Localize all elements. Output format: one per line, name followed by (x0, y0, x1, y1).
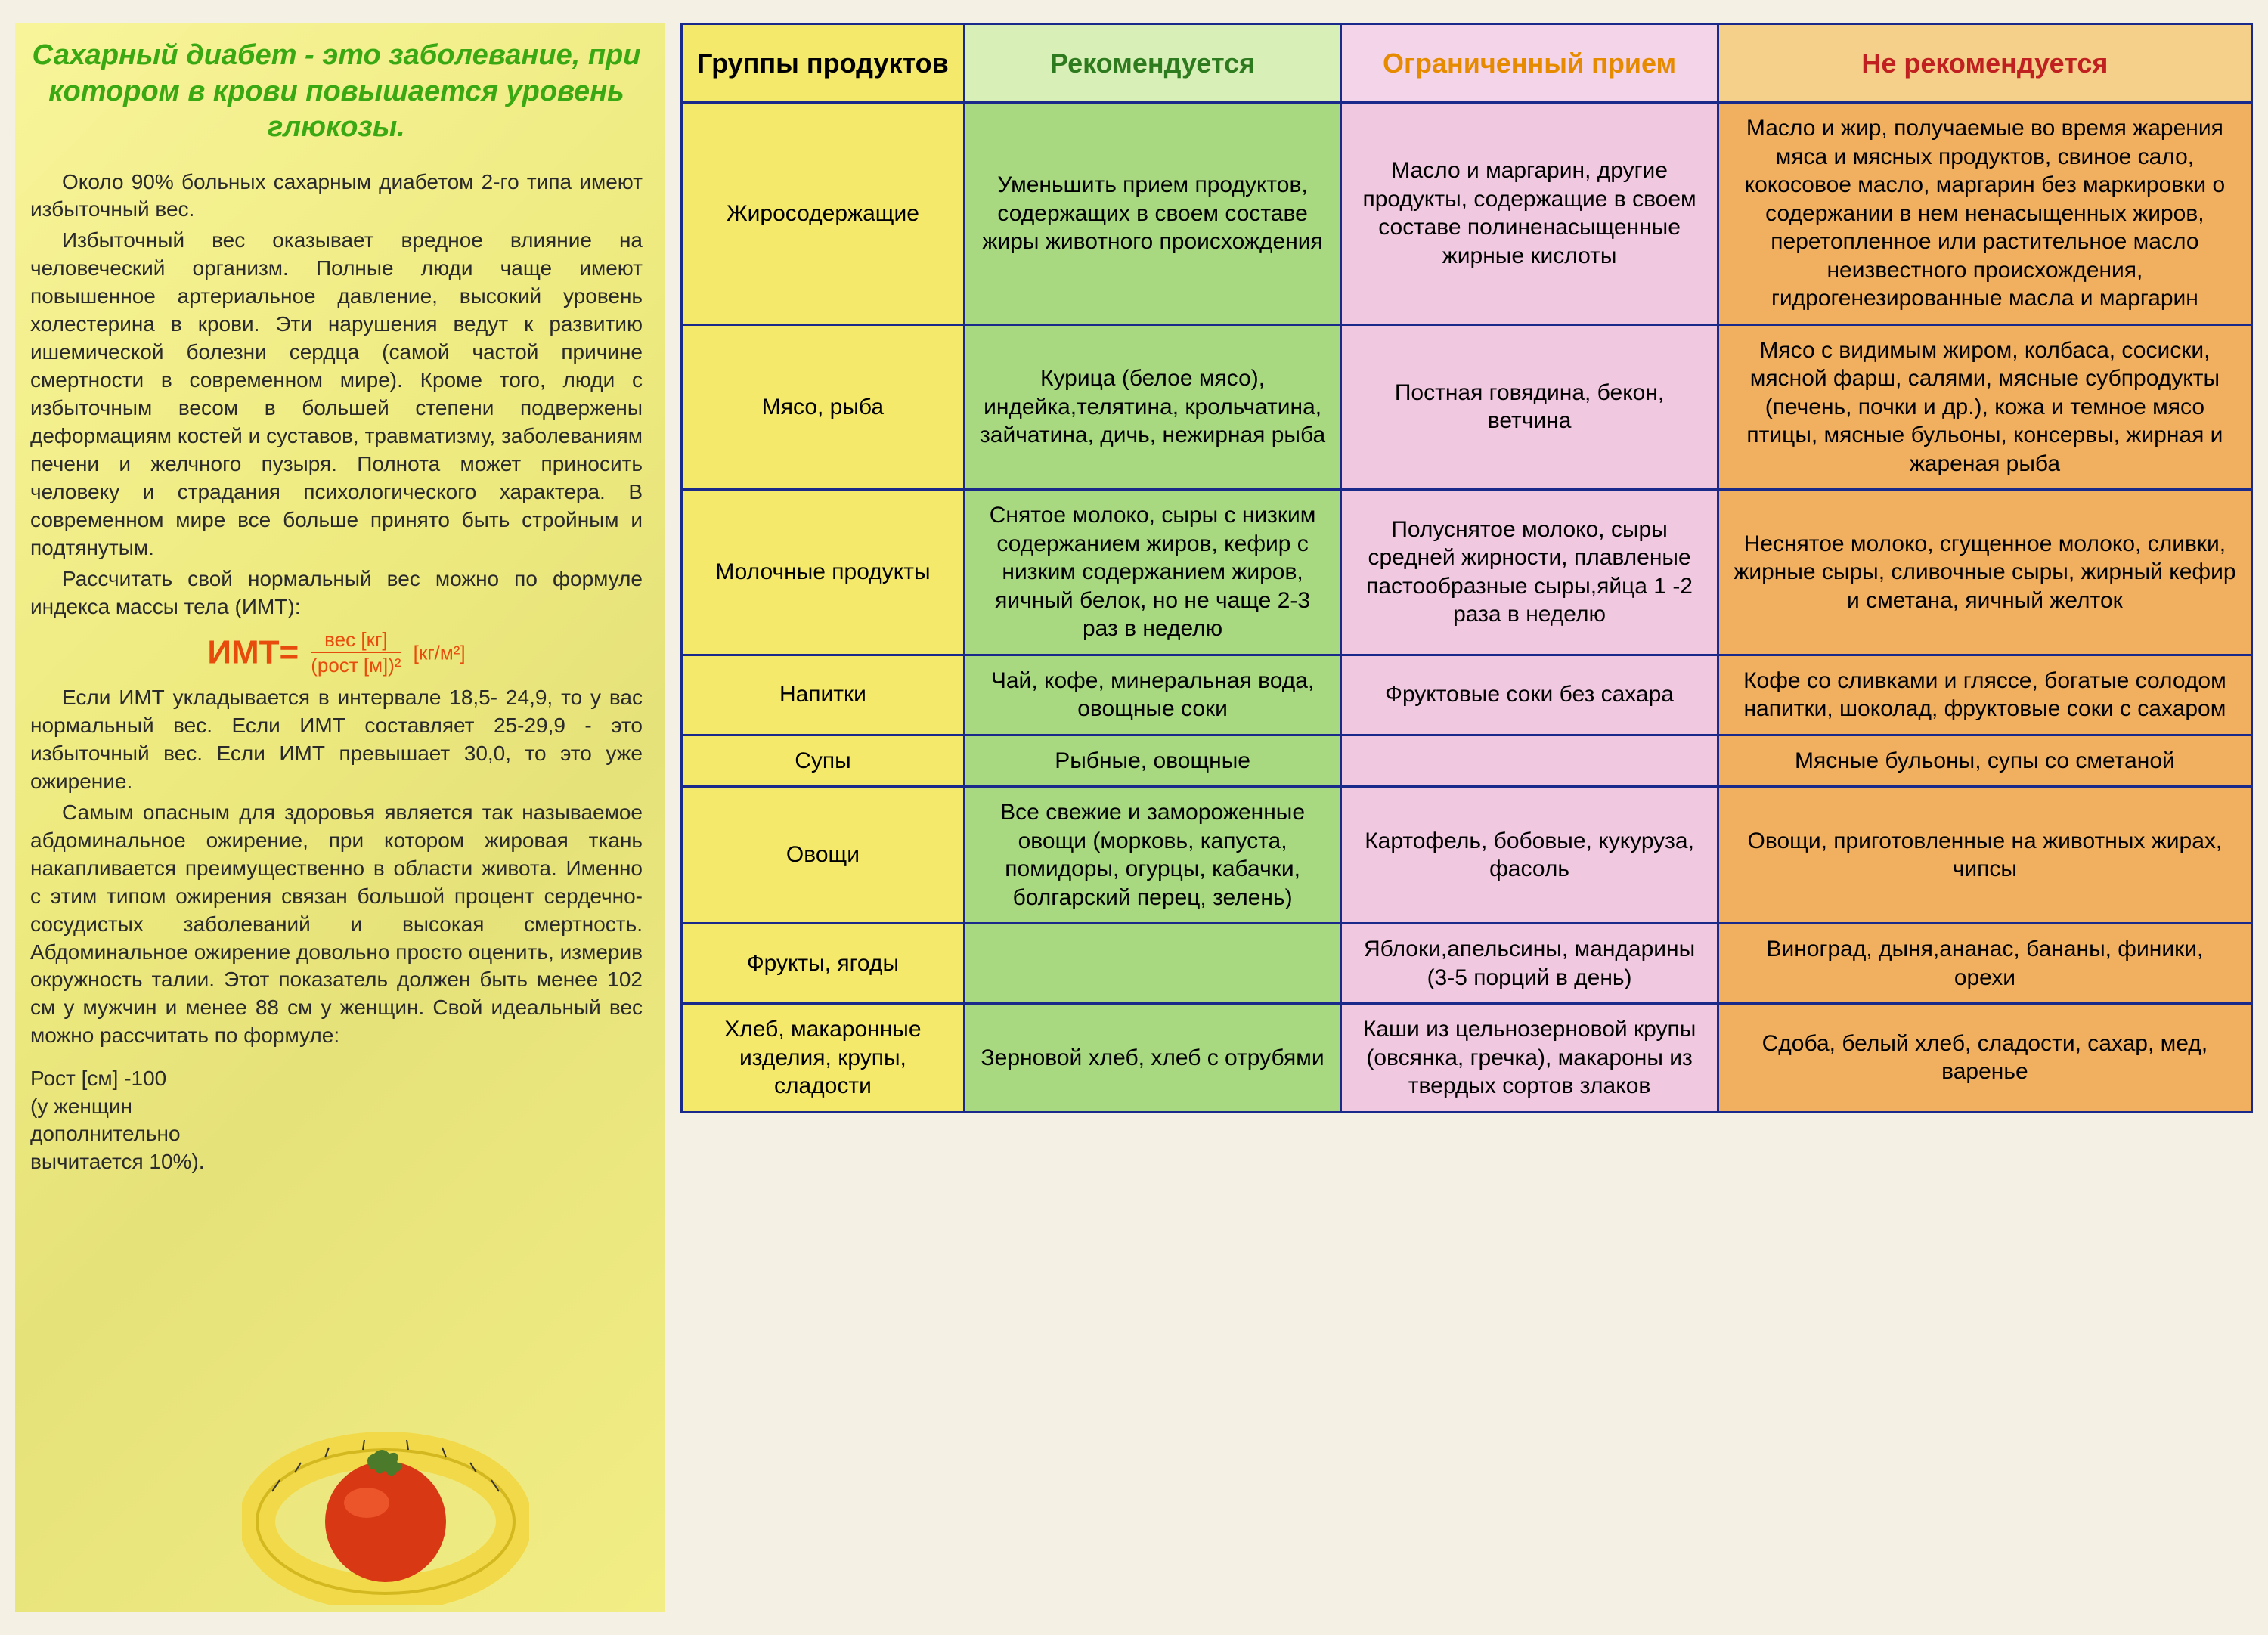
cell-not: Овощи, приготовленные на животных жирах,… (1718, 787, 2251, 924)
cell-group: Супы (682, 735, 965, 787)
cell-lim: Фруктовые соки без сахара (1341, 655, 1718, 735)
bmi-denominator: (рост [м])² (311, 653, 401, 677)
cell-rec: Курица (белое мясо), индейка,телятина, к… (964, 324, 1340, 490)
bmi-label: ИМТ= (207, 633, 299, 670)
cell-not: Масло и жир, получаемые во время жарения… (1718, 103, 2251, 325)
hdr-not-recommended: Не рекомендуется (1718, 24, 2251, 103)
article-body: Около 90% больных сахарным диабетом 2-го… (30, 169, 643, 1051)
cell-not: Сдоба, белый хлеб, сладости, сахар, мед,… (1718, 1004, 2251, 1113)
bmi-formula: ИМТ= вес [кг] (рост [м])² [кг/м²] (30, 629, 643, 677)
hdr-limited: Ограниченный прием (1341, 24, 1718, 103)
cell-group: Хлеб, макаронные изделия, крупы, сладост… (682, 1004, 965, 1113)
cell-lim: Яблоки,апельсины, мандарины (3-5 порций … (1341, 924, 1718, 1004)
bmi-fraction: вес [кг] (рост [м])² (311, 629, 401, 677)
cell-rec: Рыбные, овощные (964, 735, 1340, 787)
table-row: НапиткиЧай, кофе, минеральная вода, овощ… (682, 655, 2252, 735)
cell-lim: Масло и маргарин, другие продукты, содер… (1341, 103, 1718, 325)
cell-lim: Постная говядина, бекон, ветчина (1341, 324, 1718, 490)
cell-rec: Все свежие и замороженные овощи (морковь… (964, 787, 1340, 924)
para-2: Избыточный вес оказывает вредное влияние… (30, 227, 643, 562)
cell-group: Напитки (682, 655, 965, 735)
ideal-weight-note: Рост [см] -100 (у женщин дополнительно в… (30, 1065, 643, 1175)
footer-line-1: Рост [см] -100 (30, 1065, 643, 1092)
cell-rec: Уменьшить прием продуктов, содержащих в … (964, 103, 1340, 325)
right-panel: Группы продуктов Рекомендуется Ограничен… (665, 23, 2253, 1612)
bmi-unit: [кг/м²] (414, 641, 466, 664)
table-row: СупыРыбные, овощные Мясные бульоны, супы … (682, 735, 2252, 787)
table-row: Молочные продуктыСнятое молоко, сыры с н… (682, 490, 2252, 655)
table-row: ОвощиВсе свежие и замороженные овощи (мо… (682, 787, 2252, 924)
table-row: ЖиросодержащиеУменьшить прием продуктов,… (682, 103, 2252, 325)
cell-not: Неснятое молоко, сгущенное молоко, сливк… (1718, 490, 2251, 655)
para-5: Самым опасным для здоровья является так … (30, 799, 643, 1051)
footer-line-2: (у женщин (30, 1093, 643, 1120)
table-header-row: Группы продуктов Рекомендуется Ограничен… (682, 24, 2252, 103)
page-title: Сахарный диабет - это заболевание, при к… (30, 38, 643, 146)
cell-group: Овощи (682, 787, 965, 924)
cell-rec: Снятое молоко, сыры с низким содержанием… (964, 490, 1340, 655)
cell-not: Виноград, дыня,ананас, бананы, финики, о… (1718, 924, 2251, 1004)
hdr-group: Группы продуктов (682, 24, 965, 103)
cell-lim: Каши из цельнозерновой крупы (овсянка, г… (1341, 1004, 1718, 1113)
cell-lim: Полуснятое молоко, сыры средней жирности… (1341, 490, 1718, 655)
table-row: Мясо, рыбаКурица (белое мясо), индейка,т… (682, 324, 2252, 490)
cell-rec: Чай, кофе, минеральная вода, овощные сок… (964, 655, 1340, 735)
cell-lim: Картофель, бобовые, кукуруза, фасоль (1341, 787, 1718, 924)
cell-lim (1341, 735, 1718, 787)
table-row: Хлеб, макаронные изделия, крупы, сладост… (682, 1004, 2252, 1113)
food-table: Группы продуктов Рекомендуется Ограничен… (680, 23, 2253, 1113)
cell-not: Кофе со сливками и гляссе, богатые солод… (1718, 655, 2251, 735)
cell-group: Жиросодержащие (682, 103, 965, 325)
footer-line-4: вычитается 10%). (30, 1148, 643, 1175)
para-1: Около 90% больных сахарным диабетом 2-го… (30, 169, 643, 225)
bmi-numerator: вес [кг] (311, 629, 401, 654)
cell-not: Мясные бульоны, супы со сметаной (1718, 735, 2251, 787)
cell-not: Мясо с видимым жиром, колбаса, сосиски, … (1718, 324, 2251, 490)
footer-line-3: дополнительно (30, 1120, 643, 1147)
table-row: Фрукты, ягоды Яблоки,апельсины, мандарины… (682, 924, 2252, 1004)
hdr-recommended: Рекомендуется (964, 24, 1340, 103)
para-4: Если ИМТ укладывается в интервале 18,5- … (30, 684, 643, 796)
para-3: Рассчитать свой нормальный вес можно по … (30, 565, 643, 621)
left-panel: Сахарный диабет - это заболевание, при к… (15, 23, 665, 1612)
cell-rec (964, 924, 1340, 1004)
cell-group: Молочные продукты (682, 490, 965, 655)
cell-group: Фрукты, ягоды (682, 924, 965, 1004)
tape-tomato-icon (242, 1393, 529, 1605)
cell-rec: Зерновой хлеб, хлеб с отрубями (964, 1004, 1340, 1113)
cell-group: Мясо, рыба (682, 324, 965, 490)
